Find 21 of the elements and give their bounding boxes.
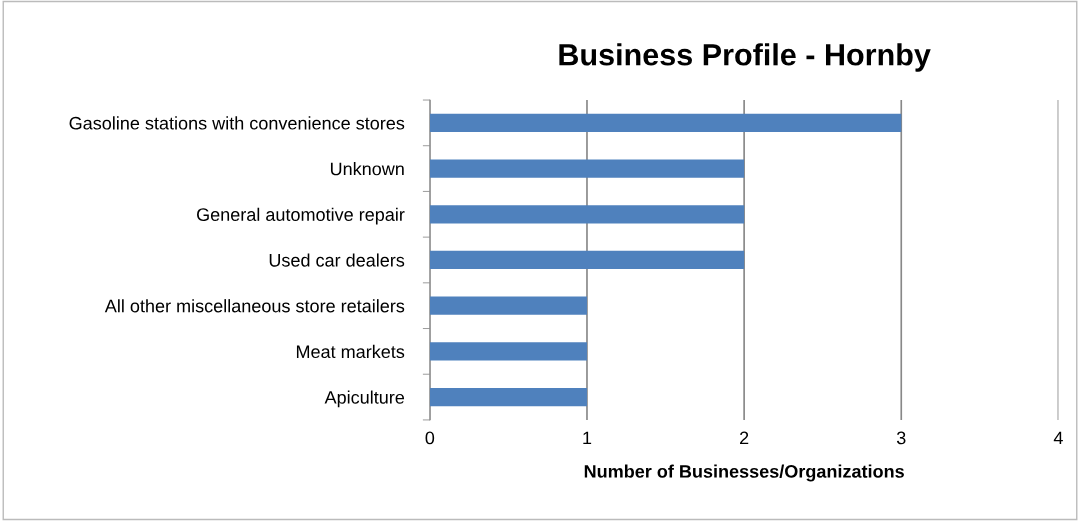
x-tick-label: 4 xyxy=(1053,431,1063,445)
y-tick-label: Apiculture xyxy=(324,390,405,408)
chart-title: Business Profile - Hornby xyxy=(559,43,931,72)
x-axis-title: Number of Businesses/Organizations xyxy=(584,464,904,482)
y-tick-label: Unknown xyxy=(330,162,404,176)
x-tick-label: 2 xyxy=(740,431,749,445)
y-tick-label: General automotive repair xyxy=(197,207,405,225)
bar xyxy=(429,296,587,315)
bar xyxy=(429,250,745,270)
y-tick-label: Used car dealers xyxy=(269,253,405,267)
bar xyxy=(429,387,587,407)
y-tick-label: Meat markets xyxy=(296,344,405,359)
y-tick-label: All other miscellaneous store retailers xyxy=(104,299,405,313)
x-tick-label: 0 xyxy=(425,431,435,445)
bar xyxy=(429,342,587,361)
y-tick-label: Gasoline stations with convenience stores xyxy=(69,116,405,130)
bar xyxy=(429,205,745,224)
x-tick-label: 1 xyxy=(583,431,592,445)
bar xyxy=(429,113,902,133)
bar xyxy=(429,159,745,178)
x-tick-label: 3 xyxy=(896,431,906,445)
